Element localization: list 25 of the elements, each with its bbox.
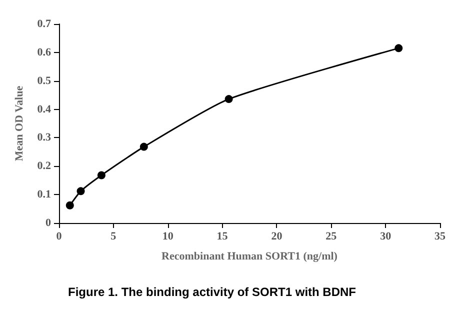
- y-tick-label: 0.4: [37, 103, 52, 116]
- point: [66, 201, 74, 210]
- y-axis-title: Mean OD Value: [14, 86, 26, 162]
- point: [76, 187, 85, 196]
- x-tick-label: 0: [56, 230, 62, 242]
- y-tick-label: 0.1: [37, 188, 51, 201]
- point: [140, 142, 148, 151]
- point: [224, 95, 233, 104]
- x-tick-label: 15: [216, 230, 228, 242]
- y-tick-label: 0.2: [37, 160, 52, 172]
- y-tick-label: 0.5: [37, 74, 52, 87]
- point: [97, 171, 106, 180]
- x-tick-label: 20: [271, 230, 283, 242]
- y-tick-label: 0.6: [37, 46, 52, 58]
- x-tick-label: 10: [162, 230, 174, 242]
- point: [394, 44, 403, 52]
- x-tick-label: 35: [434, 230, 446, 242]
- y-tick-label: 0: [46, 217, 52, 229]
- x-axis-title: Recombinant Human SORT1 (ng/ml): [162, 250, 338, 262]
- caption: Figure 1. The binding activity of SORT1 with BDNF: [68, 285, 356, 299]
- x-tick-label: 30: [380, 230, 392, 242]
- y-tick-label: 0.3: [37, 132, 52, 144]
- x-tick-label: 5: [110, 230, 117, 242]
- x-tick-label: 25: [326, 230, 338, 242]
- y-tick-label: 0.7: [37, 18, 52, 30]
